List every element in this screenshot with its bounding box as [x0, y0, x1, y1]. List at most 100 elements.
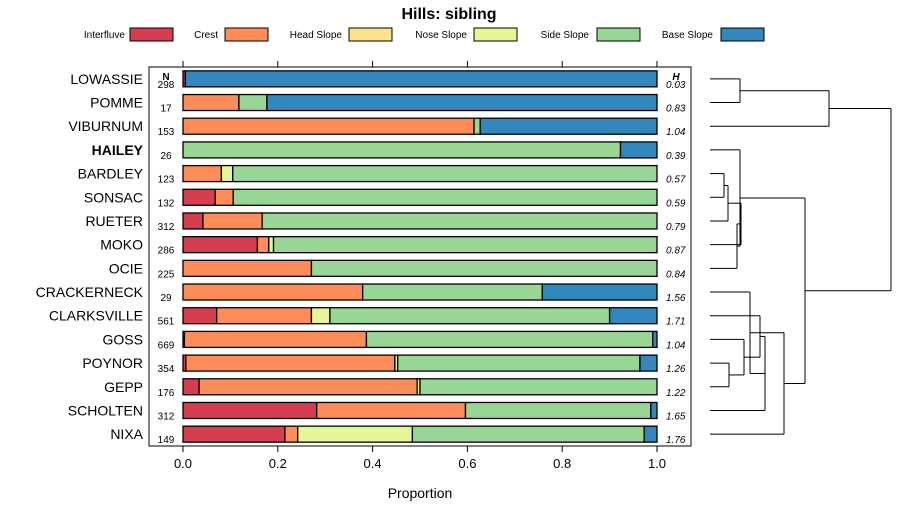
- h-value-goss: 1.04: [666, 340, 686, 351]
- bar-segment-nixa-nose-slope: [297, 425, 414, 443]
- bar-segment-clarksville-interfluve: [182, 307, 218, 325]
- bar-segment-pomme-base-slope: [266, 93, 658, 112]
- legend-label-crest: Crest: [194, 30, 218, 41]
- legend-label-side-slope: Side Slope: [541, 30, 590, 41]
- legend-label-interfluve: Interfluve: [84, 30, 126, 41]
- bar-segment-sonsac-crest: [214, 188, 234, 206]
- h-value-gepp: 1.22: [666, 388, 686, 399]
- legend-label-nose-slope: Nose Slope: [415, 30, 467, 41]
- x-tick-label-0.2: 0.2: [269, 456, 287, 471]
- bar-segment-gepp-side-slope: [419, 378, 658, 396]
- row-label-ocie: OCIE: [109, 260, 143, 276]
- bar-segment-goss-base-slope: [652, 330, 658, 349]
- bar-segment-bardley-side-slope: [232, 164, 658, 183]
- x-tick-label-0.8: 0.8: [553, 456, 571, 471]
- h-value-scholten: 1.65: [666, 411, 686, 422]
- bar-segment-scholten-side-slope: [464, 401, 652, 420]
- bar-segment-clarksville-side-slope: [329, 307, 611, 325]
- row-label-poynor: POYNOR: [82, 355, 143, 371]
- h-value-nixa: 1.76: [666, 435, 686, 446]
- bar-segment-clarksville-base-slope: [608, 307, 658, 325]
- h-value-rueter: 0.79: [666, 222, 686, 233]
- n-value-hailey: 26: [160, 151, 172, 162]
- chart-title: Hills: sibling: [401, 6, 496, 23]
- bar-segment-gepp-interfluve: [182, 378, 200, 396]
- legend-swatch-interfluve: [129, 27, 174, 42]
- row-label-bardley: BARDLEY: [78, 166, 144, 182]
- h-value-hailey: 0.39: [666, 151, 686, 162]
- h-value-moko: 0.87: [666, 246, 686, 257]
- row-label-rueter: RUETER: [85, 213, 143, 229]
- row-label-hailey: HAILEY: [92, 142, 144, 158]
- bar-segment-nixa-crest: [284, 425, 299, 443]
- h-header: H: [672, 72, 680, 83]
- row-label-pomme: POMME: [90, 95, 143, 111]
- row-label-scholten: SCHOLTEN: [68, 402, 143, 418]
- bar-segment-nixa-base-slope: [643, 425, 658, 443]
- row-label-gepp: GEPP: [104, 379, 143, 395]
- bar-segment-goss-crest: [183, 330, 368, 349]
- bar-segment-moko-side-slope: [272, 236, 658, 254]
- row-label-crackerneck: CRACKERNECK: [36, 284, 144, 300]
- x-tick-label-0.0: 0.0: [174, 456, 192, 471]
- h-value-sonsac: 0.59: [666, 198, 686, 209]
- legend-swatch-crest: [224, 27, 269, 42]
- plot-area: N H LOWASSIE 298 0.03 POMME 17 0.83 VIBURNUM 153 1…: [36, 61, 692, 471]
- bar-segment-moko-crest: [256, 236, 270, 254]
- n-value-lowassie: 298: [158, 80, 175, 91]
- row-label-nixa: NIXA: [110, 426, 143, 442]
- n-value-crackerneck: 29: [160, 293, 172, 304]
- row-label-clarksville: CLARKSVILLE: [49, 308, 143, 324]
- legend-label-base-slope: Base Slope: [662, 30, 714, 41]
- n-value-moko: 286: [158, 246, 175, 257]
- bar-segment-gepp-crest: [198, 378, 418, 396]
- dendrogram: [710, 78, 892, 435]
- x-tick-label-0.4: 0.4: [364, 456, 382, 471]
- h-value-pomme: 0.83: [666, 104, 686, 115]
- bar-segment-rueter-interfluve: [182, 212, 204, 230]
- bar-segment-crackerneck-side-slope: [361, 283, 543, 301]
- bar-segment-hailey-side-slope: [182, 141, 622, 159]
- bar-segment-viburnum-base-slope: [479, 117, 658, 135]
- row-label-sonsac: SONSAC: [84, 189, 143, 205]
- legend-swatch-base-slope: [720, 27, 765, 42]
- x-tick-label-0.6: 0.6: [458, 456, 476, 471]
- bar-segment-scholten-base-slope: [650, 401, 658, 420]
- n-value-sonsac: 132: [158, 198, 175, 209]
- legend-swatch-head-slope: [348, 27, 393, 42]
- bar-segment-ocie-crest: [182, 259, 313, 277]
- n-value-nixa: 149: [158, 435, 175, 446]
- bar-segment-clarksville-nose-slope: [310, 307, 331, 325]
- bar-segment-rueter-side-slope: [261, 212, 658, 230]
- bar-segment-lowassie-base-slope: [184, 70, 658, 88]
- bar-segment-pomme-crest: [182, 93, 240, 112]
- n-value-gepp: 176: [158, 388, 175, 399]
- n-value-viburnum: 153: [158, 127, 175, 138]
- n-value-scholten: 312: [158, 411, 175, 422]
- bar-segment-crackerneck-crest: [182, 283, 364, 301]
- h-value-bardley: 0.57: [666, 175, 686, 186]
- h-value-lowassie: 0.03: [666, 80, 686, 91]
- n-value-rueter: 312: [158, 222, 175, 233]
- bar-segment-poynor-side-slope: [397, 354, 641, 372]
- bar-segment-crackerneck-base-slope: [541, 283, 658, 301]
- n-header: N: [162, 72, 169, 83]
- bar-segment-moko-nose-slope: [268, 236, 275, 254]
- bar-segment-moko-interfluve: [182, 236, 259, 254]
- plot-frame: [148, 66, 692, 447]
- bar-segment-scholten-interfluve: [182, 401, 318, 420]
- n-value-pomme: 17: [160, 104, 172, 115]
- x-axis-title: Proportion: [388, 485, 453, 501]
- n-value-ocie: 225: [158, 269, 175, 280]
- bar-segment-bardley-nose-slope: [220, 164, 234, 183]
- h-value-viburnum: 1.04: [666, 127, 686, 138]
- bar-segment-sonsac-interfluve: [182, 188, 216, 206]
- bar-segment-sonsac-side-slope: [232, 188, 658, 206]
- bar-segment-nixa-side-slope: [411, 425, 645, 443]
- bar-segment-poynor-crest: [185, 354, 396, 372]
- row-label-moko: MOKO: [100, 237, 143, 253]
- bar-segment-rueter-crest: [202, 212, 263, 230]
- n-value-poynor: 354: [158, 364, 175, 375]
- bar-segment-pomme-side-slope: [238, 93, 268, 112]
